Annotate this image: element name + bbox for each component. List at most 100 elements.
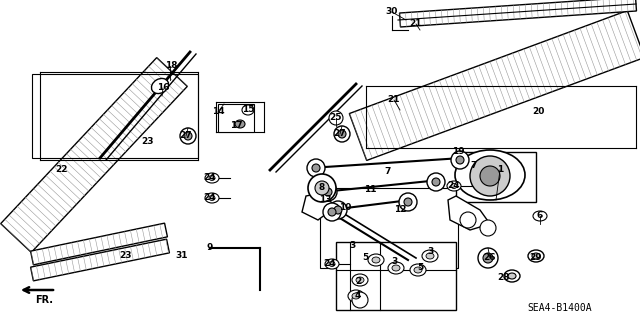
- Ellipse shape: [235, 120, 245, 128]
- Polygon shape: [448, 196, 490, 230]
- Ellipse shape: [447, 181, 461, 191]
- Circle shape: [315, 181, 329, 195]
- Text: 1: 1: [497, 166, 503, 174]
- Circle shape: [334, 126, 350, 142]
- Polygon shape: [399, 0, 636, 27]
- Circle shape: [352, 292, 368, 308]
- Text: 24: 24: [324, 258, 336, 268]
- Ellipse shape: [528, 250, 544, 262]
- Ellipse shape: [451, 183, 457, 189]
- Circle shape: [451, 151, 469, 169]
- Text: 28: 28: [498, 273, 510, 283]
- Circle shape: [312, 164, 320, 172]
- Text: 20: 20: [532, 108, 544, 116]
- Circle shape: [319, 183, 337, 201]
- Ellipse shape: [414, 267, 422, 273]
- Ellipse shape: [348, 290, 364, 302]
- Circle shape: [329, 111, 343, 125]
- Circle shape: [308, 174, 336, 202]
- Circle shape: [460, 212, 476, 228]
- Text: 3: 3: [349, 241, 355, 249]
- Text: 5: 5: [362, 254, 368, 263]
- Circle shape: [399, 193, 417, 211]
- Ellipse shape: [426, 253, 434, 259]
- Polygon shape: [302, 192, 334, 220]
- Ellipse shape: [356, 277, 364, 283]
- Text: 16: 16: [157, 84, 169, 93]
- Text: 11: 11: [364, 186, 376, 195]
- Ellipse shape: [352, 293, 360, 299]
- Bar: [336, 242, 456, 310]
- Text: 27: 27: [180, 131, 192, 140]
- Circle shape: [329, 201, 347, 219]
- Ellipse shape: [532, 253, 540, 259]
- Text: 6: 6: [537, 211, 543, 220]
- Text: 22: 22: [56, 166, 68, 174]
- Ellipse shape: [508, 273, 516, 279]
- Text: 24: 24: [204, 194, 216, 203]
- Ellipse shape: [205, 193, 219, 203]
- Polygon shape: [31, 239, 170, 281]
- Text: 12: 12: [394, 205, 406, 214]
- Ellipse shape: [329, 262, 335, 266]
- Circle shape: [432, 178, 440, 186]
- Text: 23: 23: [120, 251, 132, 261]
- Bar: [320, 188, 458, 268]
- Text: 27: 27: [333, 130, 346, 138]
- Text: 25: 25: [330, 114, 342, 122]
- Circle shape: [478, 248, 498, 268]
- Ellipse shape: [325, 259, 339, 269]
- Ellipse shape: [152, 78, 168, 93]
- Text: 24: 24: [204, 174, 216, 182]
- Ellipse shape: [209, 175, 215, 181]
- Circle shape: [483, 253, 493, 263]
- Text: 29: 29: [530, 254, 542, 263]
- Text: 30: 30: [386, 8, 398, 17]
- Text: 15: 15: [242, 106, 254, 115]
- Circle shape: [480, 220, 496, 236]
- Text: 10: 10: [339, 204, 351, 212]
- Text: 23: 23: [141, 137, 154, 146]
- Text: 4: 4: [355, 292, 361, 300]
- Circle shape: [480, 166, 500, 186]
- Text: 18: 18: [164, 62, 177, 70]
- Ellipse shape: [422, 250, 438, 262]
- Polygon shape: [1, 58, 188, 252]
- Circle shape: [184, 132, 192, 140]
- Ellipse shape: [533, 211, 547, 221]
- Text: 19: 19: [452, 147, 464, 157]
- Circle shape: [338, 130, 346, 138]
- Text: 7: 7: [385, 167, 391, 176]
- Text: SEA4-B1400A: SEA4-B1400A: [528, 303, 592, 313]
- Polygon shape: [349, 11, 640, 160]
- Text: 5: 5: [417, 263, 423, 272]
- Ellipse shape: [455, 150, 525, 200]
- Text: 13: 13: [319, 196, 332, 204]
- Circle shape: [404, 198, 412, 206]
- Text: 24: 24: [448, 182, 460, 190]
- Circle shape: [323, 203, 341, 221]
- Text: 31: 31: [176, 251, 188, 261]
- Circle shape: [307, 159, 325, 177]
- Circle shape: [456, 156, 464, 164]
- Circle shape: [328, 208, 336, 216]
- Text: 9: 9: [207, 243, 213, 253]
- Bar: [456, 152, 536, 202]
- Text: FR.: FR.: [35, 295, 53, 305]
- Text: 17: 17: [230, 122, 243, 130]
- Ellipse shape: [372, 257, 380, 263]
- Ellipse shape: [352, 274, 368, 286]
- Text: 7: 7: [471, 161, 477, 170]
- Text: 21: 21: [388, 95, 400, 105]
- Circle shape: [334, 206, 342, 214]
- Circle shape: [427, 173, 445, 191]
- Text: 3: 3: [427, 248, 433, 256]
- Text: 21: 21: [410, 19, 422, 28]
- Ellipse shape: [205, 173, 219, 183]
- Ellipse shape: [388, 262, 404, 274]
- Ellipse shape: [504, 270, 520, 282]
- Polygon shape: [31, 223, 168, 265]
- Circle shape: [324, 188, 332, 196]
- Ellipse shape: [209, 196, 215, 201]
- Text: 26: 26: [484, 254, 496, 263]
